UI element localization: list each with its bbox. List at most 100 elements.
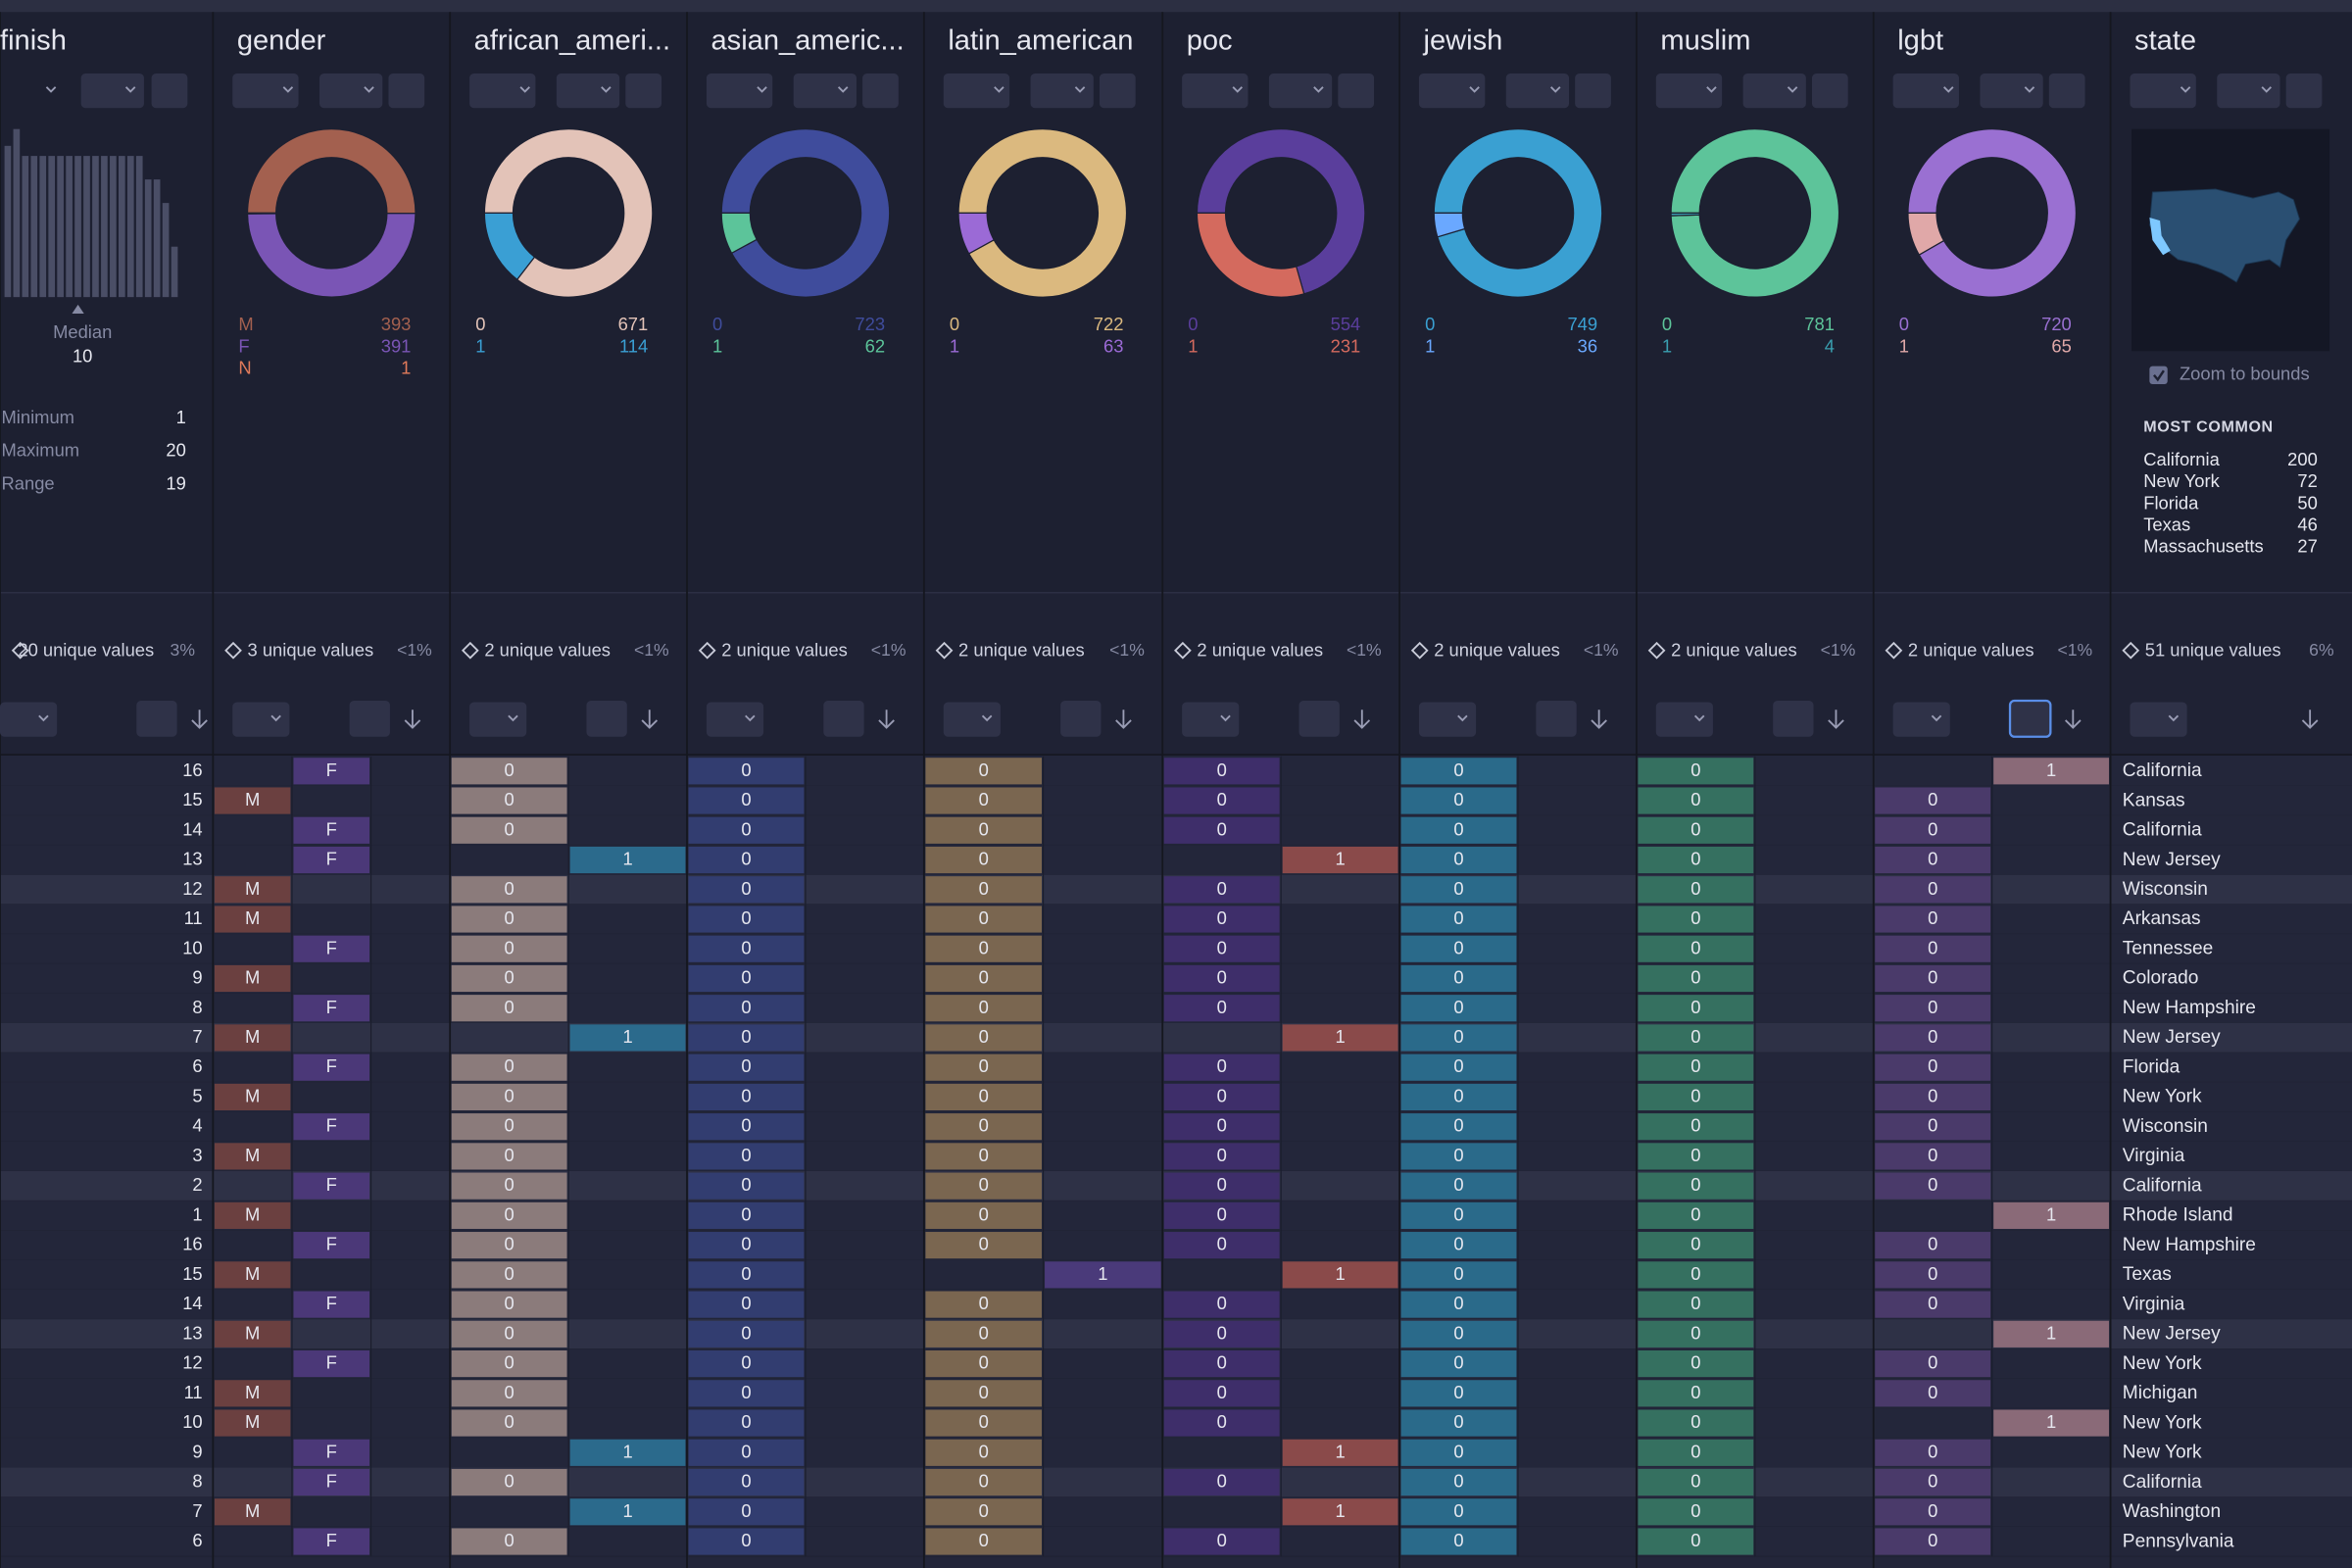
expand-button[interactable] xyxy=(862,74,899,109)
type-button[interactable] xyxy=(706,702,764,737)
expand-button[interactable] xyxy=(2048,74,2085,109)
display-button[interactable] xyxy=(1742,74,1806,109)
cell-bg xyxy=(925,846,1043,874)
cell-value: 0 xyxy=(1690,1085,1700,1105)
cell-value: 0 xyxy=(979,1174,989,1195)
cell-value: 0 xyxy=(1928,1500,1937,1521)
chart-type-button[interactable] xyxy=(943,74,1010,109)
cell-bg xyxy=(1875,1172,1991,1200)
chart-type-button[interactable] xyxy=(1418,74,1486,109)
type-button[interactable] xyxy=(1182,702,1240,737)
cell-bg xyxy=(1875,1291,1991,1318)
cell-bg xyxy=(451,1528,567,1555)
most-common-label: Texas xyxy=(2143,514,2190,535)
type-button[interactable] xyxy=(943,702,1001,737)
cell-value: 0 xyxy=(505,1234,514,1254)
cell-value: 0 xyxy=(1928,937,1937,957)
expand-button[interactable] xyxy=(2285,74,2323,109)
display-button[interactable] xyxy=(2217,74,2280,109)
cell-value: California xyxy=(2123,1472,2202,1493)
expand-button[interactable] xyxy=(1811,74,1848,109)
chart-type-button[interactable] xyxy=(1892,74,1959,109)
chart-type-button[interactable] xyxy=(1655,74,1723,109)
cell-value: 1 xyxy=(1335,849,1345,869)
expand-button[interactable] xyxy=(625,74,662,109)
expand-button[interactable] xyxy=(151,74,188,109)
expand-button[interactable] xyxy=(1575,74,1611,109)
sort-arrow[interactable] xyxy=(191,710,208,729)
cell-value: Texas xyxy=(2123,1264,2172,1285)
chart-type-button[interactable] xyxy=(232,74,299,109)
cell-value: 0 xyxy=(1690,878,1700,899)
expand-button[interactable] xyxy=(388,74,425,109)
sort-arrow[interactable] xyxy=(404,710,421,729)
type-button[interactable] xyxy=(2130,702,2187,737)
display-button[interactable] xyxy=(80,74,144,109)
display-button[interactable] xyxy=(1268,74,1333,109)
chart-type-button[interactable] xyxy=(2130,74,2196,109)
type-button[interactable] xyxy=(469,702,527,737)
zoom-checkbox[interactable] xyxy=(2149,366,2168,384)
sort-arrow[interactable] xyxy=(1828,710,1844,729)
display-button[interactable] xyxy=(1980,74,2043,109)
cell-bg xyxy=(1875,1113,1991,1141)
type-button[interactable] xyxy=(1655,702,1713,737)
cell-value: Rhode Island xyxy=(2123,1205,2233,1226)
sort-button[interactable] xyxy=(136,701,177,737)
cell-bg xyxy=(1163,964,1280,993)
expand-button[interactable] xyxy=(1099,74,1136,109)
type-button[interactable] xyxy=(0,702,58,737)
sort-button[interactable] xyxy=(349,701,390,737)
chart-type-button[interactable] xyxy=(1182,74,1249,109)
type-button[interactable] xyxy=(1892,702,1950,737)
cell-value: 0 xyxy=(1690,1441,1700,1461)
sort-arrow[interactable] xyxy=(2065,710,2082,729)
cell-value: 0 xyxy=(1217,967,1227,988)
cell-value: F xyxy=(326,1115,337,1136)
sort-arrow[interactable] xyxy=(1591,710,1607,729)
cell-value: 0 xyxy=(979,1352,989,1373)
sort-button[interactable] xyxy=(586,701,627,737)
sort-arrow[interactable] xyxy=(641,710,659,729)
display-button[interactable] xyxy=(556,74,620,109)
cell-bg xyxy=(1875,816,1991,844)
sort-arrow[interactable] xyxy=(878,710,895,729)
cell-bg xyxy=(1638,1232,1754,1259)
type-button[interactable] xyxy=(1418,702,1477,737)
display-button[interactable] xyxy=(1505,74,1570,109)
display-button[interactable] xyxy=(319,74,383,109)
unique-count: 2 unique values xyxy=(484,639,611,660)
sort-arrow[interactable] xyxy=(1115,710,1132,729)
display-button[interactable] xyxy=(1030,74,1094,109)
expand-button[interactable] xyxy=(1338,74,1375,109)
cell-bg xyxy=(688,935,805,962)
cell-bg xyxy=(1400,1054,1517,1081)
sort-button[interactable] xyxy=(1060,701,1102,737)
legend-label: M xyxy=(238,314,253,334)
sort-arrow[interactable] xyxy=(2301,710,2319,729)
cell-value: 0 xyxy=(1690,1293,1700,1313)
type-button[interactable] xyxy=(232,702,290,737)
histogram-bar xyxy=(22,156,29,298)
sort-button[interactable] xyxy=(823,701,864,737)
sort-button[interactable] xyxy=(2008,699,2052,738)
chevron xyxy=(38,714,49,722)
chevron xyxy=(45,86,57,93)
cell-bg xyxy=(688,964,805,993)
display-button[interactable] xyxy=(793,74,857,109)
cell-bg xyxy=(214,1498,291,1526)
sort-arrow[interactable] xyxy=(1353,710,1371,729)
sort-button[interactable] xyxy=(1298,701,1340,737)
chart-type-button[interactable] xyxy=(706,74,773,109)
cell-value: 0 xyxy=(979,1203,989,1224)
row-bg xyxy=(0,1496,2352,1527)
histogram-bar xyxy=(162,203,170,298)
most-common-label: New York xyxy=(2143,470,2220,491)
sort-button[interactable] xyxy=(1773,701,1814,737)
legend-count: 393 xyxy=(381,314,412,334)
chart-type-button[interactable] xyxy=(469,74,536,109)
cell-value: 0 xyxy=(1690,1530,1700,1550)
cell-bg xyxy=(688,787,805,814)
most-common-count: 50 xyxy=(2297,492,2317,513)
sort-button[interactable] xyxy=(1536,701,1577,737)
